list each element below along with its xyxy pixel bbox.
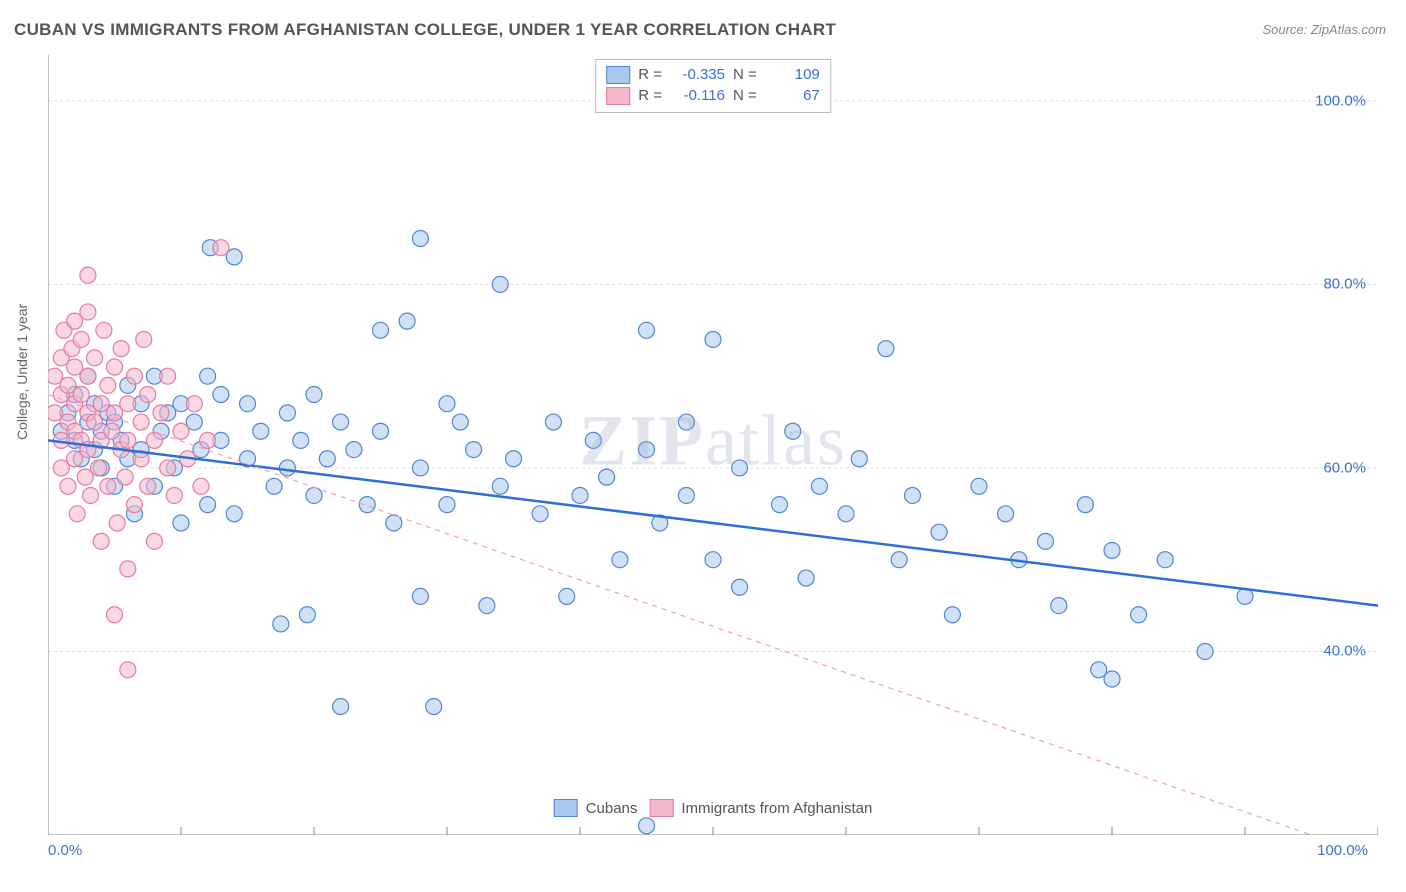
legend-item: Immigrants from Afghanistan [649,799,872,817]
n-value: 67 [765,85,820,106]
legend-swatch-blue [554,799,578,817]
source-attribution: Source: ZipAtlas.com [1262,22,1386,37]
n-label: N = [733,64,757,85]
legend-series-box: Cubans Immigrants from Afghanistan [554,799,873,817]
chart-title: CUBAN VS IMMIGRANTS FROM AFGHANISTAN COL… [14,20,836,40]
legend-swatch-pink [649,799,673,817]
chart-area: R = -0.335 N = 109 R = -0.116 N = 67 Cub… [48,55,1378,835]
legend-item: Cubans [554,799,638,817]
legend-label: Immigrants from Afghanistan [681,800,872,817]
legend-stats-row: R = -0.335 N = 109 [606,64,820,85]
r-value: -0.335 [670,64,725,85]
n-value: 109 [765,64,820,85]
y-axis-label: College, Under 1 year [14,304,30,440]
x-tick-label: 100.0% [1317,842,1368,859]
legend-stats-row: R = -0.116 N = 67 [606,85,820,106]
r-label: R = [638,85,662,106]
y-tick-label: 80.0% [1323,276,1366,293]
r-value: -0.116 [670,85,725,106]
x-tick-label: 0.0% [48,842,82,859]
legend-label: Cubans [586,800,638,817]
legend-swatch-blue [606,66,630,84]
legend-stats-box: R = -0.335 N = 109 R = -0.116 N = 67 [595,59,831,113]
y-tick-label: 100.0% [1315,92,1366,109]
y-tick-label: 40.0% [1323,643,1366,660]
n-label: N = [733,85,757,106]
legend-swatch-pink [606,87,630,105]
scatter-plot-svg [48,55,1378,835]
y-tick-label: 60.0% [1323,459,1366,476]
r-label: R = [638,64,662,85]
